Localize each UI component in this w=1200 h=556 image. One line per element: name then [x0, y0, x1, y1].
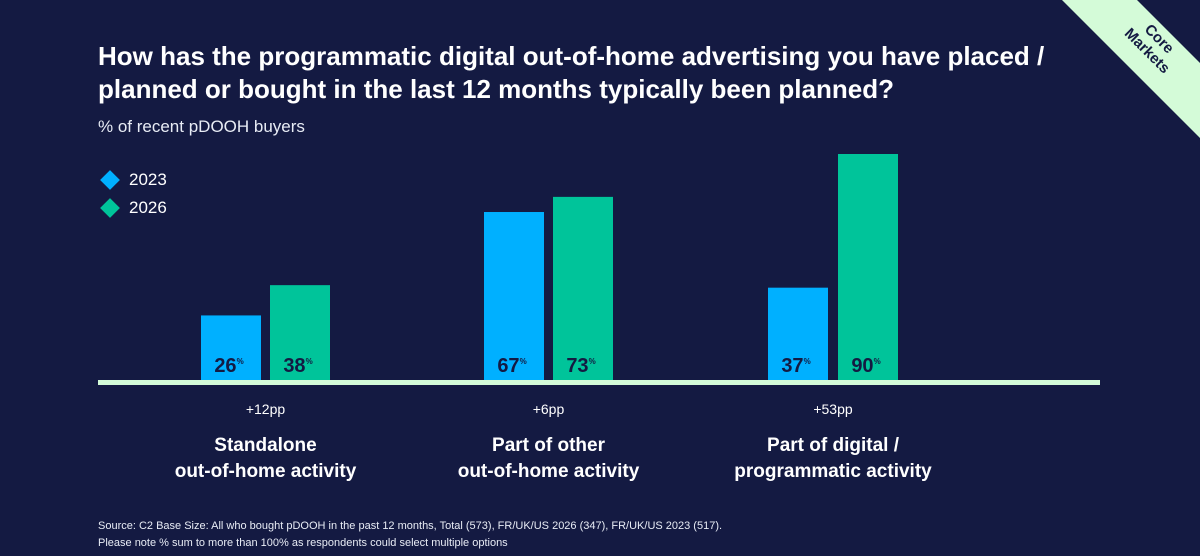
difference-label-1: +12pp	[246, 401, 286, 417]
legend-item-2023: 2023	[100, 166, 167, 194]
legend-label-2026: 2026	[129, 198, 167, 217]
legend-label-2023: 2023	[129, 170, 167, 189]
bar-2023-2	[484, 212, 544, 381]
data-label-2023-1: 26%	[214, 355, 243, 377]
category-label-1-line-1: Standalone	[214, 435, 316, 456]
legend-item-2026: 2026	[100, 194, 167, 222]
data-label-2026-1: 38%	[283, 355, 312, 377]
difference-label-3: +53pp	[813, 401, 853, 417]
category-label-3-line-2: programmatic activity	[734, 461, 932, 482]
legend: 2023 2026	[100, 166, 167, 222]
chart-subtitle: % of recent pDOOH buyers	[98, 117, 305, 136]
bar-2026-2	[553, 196, 613, 381]
source-line-2: Please note % sum to more than 100% as r…	[98, 537, 508, 549]
data-label-2026-2: 73%	[566, 355, 595, 377]
bar-2023-1	[201, 315, 261, 381]
source-note: Source: C2 Base Size: All who bought pDO…	[98, 518, 722, 552]
data-label-2023-2: 67%	[497, 355, 526, 377]
category-label-3-line-1: Part of digital /	[767, 435, 900, 456]
chart-title: How has the programmatic digital out-of-…	[98, 41, 1045, 104]
bar-2023-3	[768, 287, 828, 381]
category-label-1-line-2: out-of-home activity	[175, 461, 357, 482]
baseline-axis	[98, 380, 1100, 385]
difference-label-2: +6pp	[533, 401, 565, 417]
source-line-1: Source: C2 Base Size: All who bought pDO…	[98, 520, 723, 532]
data-label-2026-3: 90%	[851, 355, 880, 377]
data-label-2023-3: 37%	[781, 355, 810, 377]
category-label-2-line-1: Part of other	[492, 435, 606, 456]
category-label-2-line-2: out-of-home activity	[458, 461, 640, 482]
bar-2026-3	[838, 154, 898, 381]
bar-2026-1	[270, 285, 330, 381]
